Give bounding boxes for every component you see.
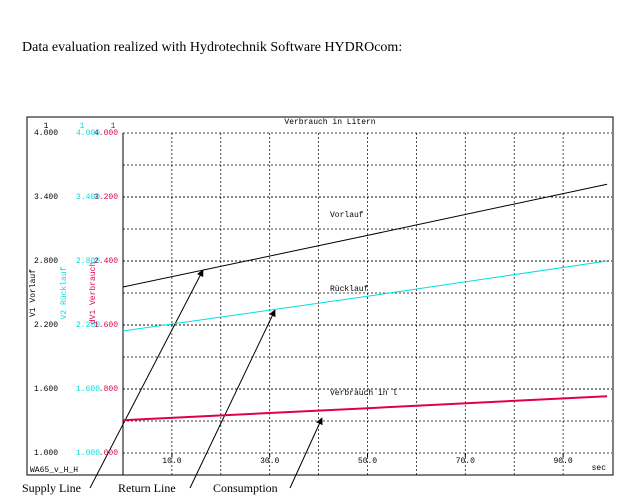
y-tick-label: 3.200 — [94, 193, 118, 202]
y-tick-label: 2.800 — [34, 257, 58, 266]
y-tick-label: 3.400 — [34, 193, 58, 202]
data-line — [122, 395, 608, 422]
x-tick-label: 10.0 — [162, 457, 181, 466]
y-tick-label: 1.000 — [34, 449, 58, 458]
y-axis-label: V1 Vorlauf — [29, 269, 38, 317]
y-tick-label: 1.000 — [76, 449, 100, 458]
arrow — [189, 309, 276, 489]
y-tick-label: 1.600 — [76, 385, 100, 394]
corner-label: WA65_v_H_H — [30, 466, 78, 475]
y3-axis-label: dV1 Verbrauch — [89, 262, 98, 325]
y-tick-label: 1.600 — [94, 321, 118, 330]
chart-title: Verbrauch in Litern — [284, 118, 375, 127]
y-tick-label: 1.600 — [34, 385, 58, 394]
y-unit: 1 — [44, 122, 49, 131]
y-tick-label: 2.200 — [76, 321, 100, 330]
y-tick-label: .000 — [99, 449, 118, 458]
y-tick-label: 2.800 — [76, 257, 100, 266]
x-tick-label: 50.0 — [358, 457, 377, 466]
series-label: Verbrauch in l — [330, 389, 397, 398]
y2-axis-label: V2 Rücklauf — [60, 266, 69, 319]
x-tick-label: 30.0 — [260, 457, 279, 466]
y-tick-label: 4.000 — [76, 129, 100, 138]
series-label: Rücklauf — [330, 285, 369, 294]
series-label: Vorlauf — [330, 211, 364, 220]
chart-frame — [26, 116, 614, 476]
x-axis-label: sec — [592, 464, 607, 473]
y-tick-label: 4.000 — [94, 129, 118, 138]
annotation: Supply Line — [22, 481, 81, 495]
annotation: Consumption — [213, 481, 278, 495]
data-line — [122, 260, 608, 332]
y-tick-label: 2.400 — [94, 257, 118, 266]
arrow — [89, 269, 204, 489]
y-tick-label: .800 — [99, 385, 118, 394]
y3-unit: 1 — [111, 122, 116, 131]
data-line — [122, 183, 608, 288]
y2-unit: 1 — [80, 122, 85, 131]
y-tick-label: 4.000 — [34, 129, 58, 138]
annotation: Return Line — [118, 481, 176, 495]
y-tick-label: 2.200 — [34, 321, 58, 330]
x-tick-label: 70.0 — [456, 457, 475, 466]
arrow — [289, 417, 323, 489]
header-text: Data evaluation realized with Hydrotechn… — [22, 40, 403, 55]
y-tick-label: 3.400 — [76, 193, 100, 202]
x-tick-label: 90.0 — [553, 457, 572, 466]
